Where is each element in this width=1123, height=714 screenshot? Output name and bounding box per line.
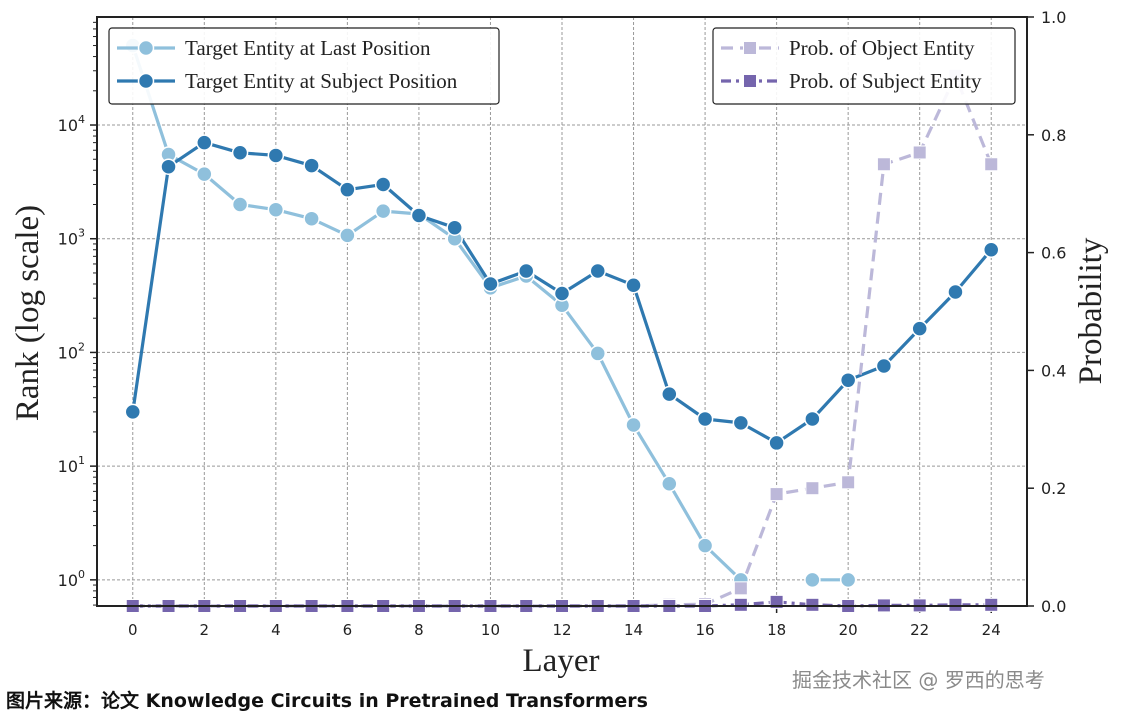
y-left-tick-label: 100: [58, 568, 85, 590]
y-right-tick-label: 0.6: [1041, 244, 1066, 263]
data-point-3: [984, 597, 999, 612]
data-point-1: [303, 157, 320, 174]
grid: [97, 17, 1027, 606]
data-point-0: [196, 165, 213, 183]
data-point-0: [231, 196, 249, 213]
series-line-0: [131, 45, 742, 581]
data-point-1: [911, 320, 928, 337]
data-point-0: [339, 227, 356, 244]
data-point-2: [876, 157, 891, 172]
data-point-1: [982, 241, 1000, 258]
data-point-0: [625, 416, 642, 434]
data-point-2: [769, 487, 784, 502]
x-tick-label: 10: [481, 621, 500, 639]
data-point-1: [839, 371, 857, 389]
data-point-0: [839, 571, 857, 589]
x-tick-label: 24: [982, 621, 1001, 639]
legends: Target Entity at Last Position Target Ent…: [108, 27, 1016, 105]
x-tick-label: 4: [271, 621, 281, 639]
data-point-1: [589, 262, 607, 280]
data-point-2: [912, 145, 927, 160]
legend-box: [712, 27, 1016, 105]
data-point-1: [768, 434, 785, 452]
y-left-tick-label: 101: [58, 454, 85, 476]
data-point-0: [696, 537, 714, 554]
data-point-0: [804, 571, 821, 589]
legend-marker: [743, 74, 757, 88]
chart: 0 2 4 6 8 10 12 14 16 18 20 22 241001011021031040.00…: [10, 8, 1109, 679]
data-point-0: [589, 345, 607, 362]
x-tick-label: 12: [552, 621, 571, 639]
data-point-1: [410, 207, 428, 224]
data-point-3: [733, 597, 748, 612]
data-point-1: [196, 134, 213, 151]
y-left-tick-label: 102: [58, 340, 85, 362]
x-tick-label: 6: [343, 621, 353, 639]
y-right-tick-label: 0.0: [1041, 597, 1066, 616]
data-point-1: [696, 410, 714, 428]
data-point-0: [661, 475, 678, 493]
data-point-2: [733, 581, 748, 596]
x-tick-label: 20: [839, 621, 858, 639]
y-right-tick-label: 0.2: [1041, 479, 1066, 498]
y-axis-left-label: Rank (log scale): [10, 205, 46, 421]
data-point-2: [805, 481, 820, 496]
y-right-tick-label: 1.0: [1041, 8, 1066, 27]
data-point-1: [732, 414, 750, 432]
data-point-1: [661, 385, 678, 403]
x-tick-label: 18: [767, 621, 786, 639]
data-point-3: [948, 597, 963, 612]
y-right-tick-label: 0.4: [1041, 361, 1066, 380]
data-point-3: [805, 597, 820, 612]
data-point-1: [267, 147, 285, 164]
data-point-1: [374, 176, 392, 193]
legend-box: [108, 27, 500, 105]
data-point-2: [841, 475, 856, 490]
data-point-1: [553, 285, 571, 302]
x-tick-label: 8: [414, 621, 424, 639]
data-point-0: [267, 201, 285, 218]
plot-frame: [96, 16, 1028, 607]
x-tick-label: 16: [696, 621, 715, 639]
y-left-tick-label: 103: [58, 227, 85, 249]
data-point-1: [804, 410, 821, 428]
legend-label: Prob. of Subject Entity: [789, 69, 982, 93]
y-axis-right-label: Probability: [1073, 237, 1109, 384]
axis-ticks: 0 2 4 6 8 10 12 14 16 18 20 22 241001011021031040.00…: [58, 8, 1067, 639]
x-tick-label: 0: [128, 621, 138, 639]
legend-marker: [137, 39, 155, 57]
data-point-0: [374, 202, 392, 220]
data-point-1: [231, 144, 249, 162]
data-point-1: [160, 158, 177, 175]
x-axis-label: Layer: [523, 643, 600, 679]
data-point-1: [875, 357, 893, 375]
x-tick-label: 14: [624, 621, 643, 639]
data-point-2: [984, 157, 999, 172]
legend-label: Prob. of Object Entity: [789, 36, 975, 60]
data-point-0: [303, 210, 320, 227]
image-caption: 图片来源：论文 Knowledge Circuits in Pretrained…: [6, 690, 648, 712]
y-left-tick-label: 104: [58, 113, 85, 135]
data-point-1: [625, 276, 642, 294]
data-point-1: [482, 275, 499, 293]
legend-marker: [743, 41, 757, 55]
data-point-1: [947, 283, 964, 301]
legend-label: Target Entity at Last Position: [185, 36, 431, 60]
legend-label: Target Entity at Subject Position: [185, 69, 458, 93]
data-point-1: [339, 181, 356, 198]
y-right-tick-label: 0.8: [1041, 126, 1066, 145]
data-point-1: [446, 219, 463, 236]
data-point-1: [517, 262, 535, 280]
x-tick-label: 22: [910, 621, 929, 639]
x-tick-label: 2: [200, 621, 210, 639]
watermark: 掘金技术社区 @ 罗西的思考: [792, 668, 1045, 692]
legend-marker: [137, 72, 155, 90]
data-point-1: [124, 403, 142, 421]
